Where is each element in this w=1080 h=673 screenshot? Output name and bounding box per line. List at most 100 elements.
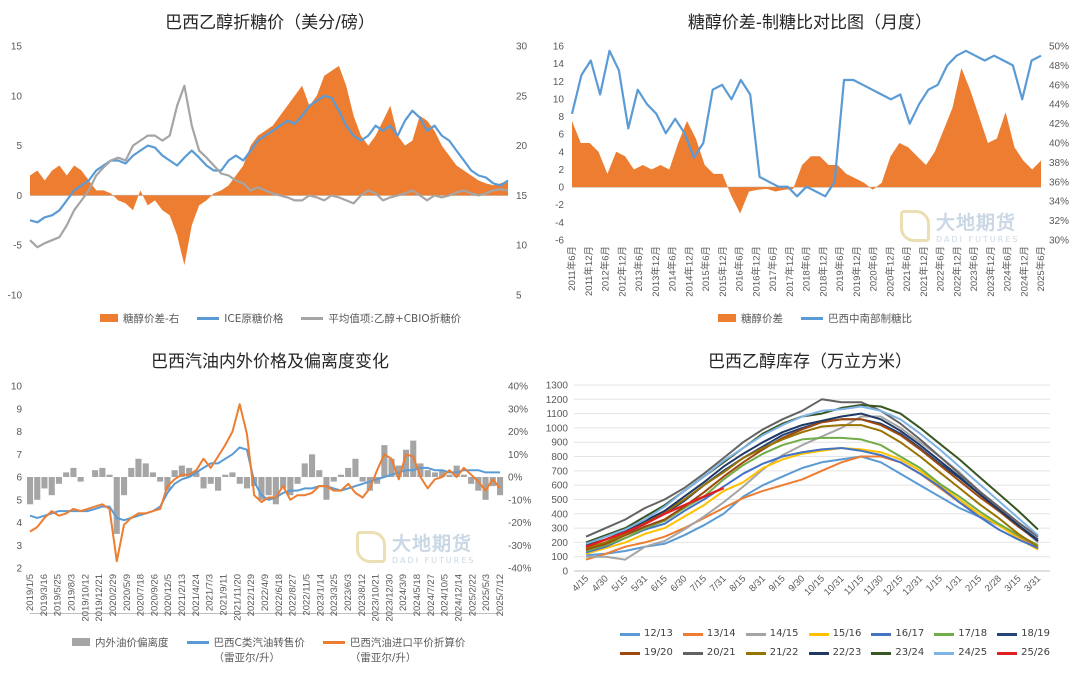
x-tick: 2021/2/13 (177, 574, 188, 616)
x-tick: 10/31 (822, 573, 847, 598)
series-area (572, 68, 1041, 214)
y-tick-left: 8 (558, 112, 564, 123)
legend-label: 18/19 (1021, 628, 1050, 639)
legend-item: 巴西汽油进口平价折算价 （雷亚尔/升） (322, 635, 465, 665)
series-bar (417, 463, 424, 477)
chart-ethanol-sugar-price: 巴西乙醇折糖价（美分/磅） -10 -5 0 5 10 15 5 10 15 20 25 30 糖醇价… (0, 0, 540, 336)
y-tick: 100 (551, 552, 568, 563)
x-tick: 2017年6月 (767, 246, 779, 291)
chart-plot: 0 100 200 300 400 500 600 700 800 900 1000 1100 1200… (546, 381, 1050, 598)
series-bar (70, 467, 77, 477)
series-line (585, 447, 1039, 554)
x-tick: 2014年6月 (667, 246, 679, 291)
series-bar (374, 477, 381, 484)
series-bar (272, 477, 279, 505)
x-tick: 2/28 (983, 573, 1004, 594)
y-tick-right: 32% (1049, 216, 1069, 227)
y-tick: 300 (551, 524, 568, 535)
x-tick: 2019/8/3 (66, 574, 77, 611)
series-bar (164, 477, 171, 491)
series-line (29, 84, 509, 249)
x-tick: 2023/10/21 (371, 574, 382, 622)
x-tick: 2021年12月 (918, 246, 930, 297)
x-tick: 6/15 (649, 573, 670, 594)
y-tick-right: 25 (516, 91, 528, 102)
x-tick: 2025/7/12 (495, 574, 506, 616)
y-tick-left: 15 (11, 42, 23, 53)
legend-item: 内外油价偏离度 (72, 635, 169, 650)
series-bar (128, 467, 135, 477)
x-tick: 2013年6月 (633, 246, 645, 291)
series-bar (446, 474, 453, 477)
legend-item: 19/20 (620, 647, 683, 658)
y-tick-right: -40% (508, 564, 531, 575)
legend-label: 13/14 (706, 628, 736, 639)
legend-swatch (808, 652, 829, 655)
x-tick: 2014年12月 (683, 246, 695, 297)
legend-item: 14/15 (745, 628, 809, 639)
x-tick: 4/15 (570, 573, 591, 594)
y-tick-right: 46% (1049, 80, 1069, 91)
legend-swatch (620, 633, 640, 636)
x-tick: 2020/7/18 (136, 574, 147, 616)
legend-item: 平均值项:乙醇+CBIO折糖价 (301, 311, 461, 326)
series-bar (352, 458, 359, 477)
y-tick-left: 4 (16, 518, 22, 529)
series-bar (301, 463, 308, 477)
x-tick: 2019/10/12 (80, 574, 91, 622)
legend-swatch (100, 314, 118, 322)
y-tick: 1000 (546, 423, 569, 434)
series-bar (323, 477, 330, 500)
series-bar (142, 463, 149, 477)
y-tick-left: 5 (16, 141, 22, 152)
y-tick-left: 9 (16, 404, 22, 415)
series-bar (431, 472, 438, 477)
series-bar (77, 477, 84, 482)
y-tick-left: 3 (16, 541, 22, 552)
y-tick: 700 (551, 466, 568, 477)
legend-swatch (682, 633, 703, 636)
series-bar (330, 477, 337, 482)
series-bar (41, 477, 48, 489)
y-tick: 1200 (546, 395, 569, 406)
series-line (585, 405, 1039, 545)
chart-legend-inventory: 12/13 13/14 14/15 15/16 16/17 17/18 18/19 19/20… (620, 628, 1060, 658)
x-tick: 2021年6月 (901, 246, 913, 291)
chart-title: 巴西汽油内外价格及偏离度变化 (151, 352, 389, 372)
legend-swatch (808, 633, 829, 636)
chart-gasoline-price-deviation: 巴西汽油内外价格及偏离度变化 2 3 4 5 6 7 8 9 10 -40% -30% -20% -10… (0, 337, 540, 673)
x-tick: 2019年6月 (834, 246, 846, 291)
legend-label: 16/17 (895, 628, 925, 639)
x-tick: 2011年12月 (583, 246, 595, 296)
y-tick-left: -10 (8, 291, 23, 302)
legend-label: 15/16 (832, 628, 862, 639)
series-bar (207, 477, 214, 484)
x-tick: 2020年6月 (868, 246, 880, 291)
legend-swatch (620, 652, 640, 655)
y-tick-left: 12 (553, 77, 565, 88)
legend-swatch (934, 652, 955, 655)
x-tick: 2025/5/3 (481, 574, 492, 611)
y-tick: 900 (551, 438, 568, 449)
legend-label: 14/15 (769, 628, 799, 639)
y-tick-left: 10 (553, 94, 565, 105)
legend-swatch (186, 641, 209, 644)
legend-label: 12/13 (644, 628, 673, 639)
x-tick: 2019/12/21 (94, 574, 105, 622)
y-tick-right: -20% (508, 518, 531, 529)
x-tick: 10/15 (802, 573, 827, 598)
legend-label: 巴西中南部制糖比 (828, 313, 912, 325)
y-tick-left: 2 (558, 165, 564, 176)
x-tick: 2023/3/25 (329, 574, 340, 616)
y-tick-right: 40% (1049, 139, 1069, 150)
chart-title: 糖醇价差-制糖比对比图（月度） (687, 13, 933, 33)
series-bar (178, 465, 185, 477)
legend-swatch (801, 317, 823, 320)
x-tick: 8/31 (747, 573, 768, 594)
series-bar (236, 477, 243, 484)
series-bar (460, 474, 467, 477)
chart-legend: 糖醇价差-右 ICE原糖价格 平均值项:乙醇+CBIO折糖价 (100, 311, 461, 326)
y-tick-left: -6 (555, 236, 564, 247)
x-tick: 2022/11/5 (301, 574, 312, 616)
series-bar (482, 477, 489, 500)
